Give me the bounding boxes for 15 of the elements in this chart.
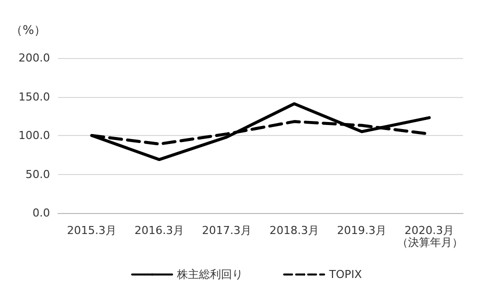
x-tick-label: 2019.3月 bbox=[337, 224, 386, 237]
x-axis-title: （決算年月） bbox=[397, 236, 463, 249]
x-tick-label: 2015.3月 bbox=[67, 224, 116, 237]
y-axis-title: （%） bbox=[10, 23, 46, 37]
x-tick-label: 2018.3月 bbox=[270, 224, 319, 237]
y-tick-label: 150.0 bbox=[18, 90, 50, 104]
y-tick-label: 100.0 bbox=[18, 129, 50, 142]
x-tick-label: 2017.3月 bbox=[202, 224, 252, 237]
legend-label: TOPIX bbox=[328, 268, 362, 281]
y-tick-label: 50.0 bbox=[26, 168, 50, 181]
y-tick-label: 200.0 bbox=[18, 52, 50, 64]
legend-label: 株主総利回り bbox=[176, 268, 244, 281]
y-tick-label: 0.0 bbox=[32, 206, 50, 220]
x-tick-label: 2020.3月 bbox=[404, 224, 454, 237]
x-tick-label: 2016.3月 bbox=[134, 224, 184, 237]
